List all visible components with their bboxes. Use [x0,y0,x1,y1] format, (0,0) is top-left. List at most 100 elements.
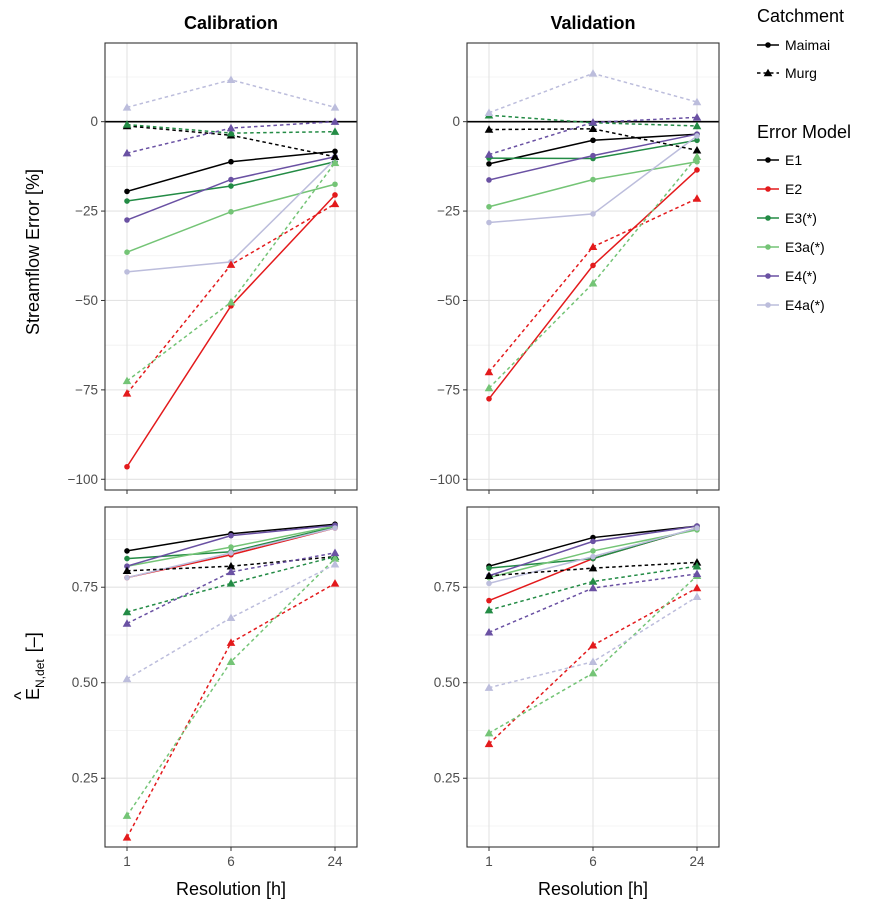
point-e4-murg-24h [330,548,340,557]
point-e1-maimai-6h [590,137,596,144]
panel-validation-e-n-det: 0.25 0.50 0.75 1 6 24 [434,506,720,869]
y-axis-title-e-unit: [–] [23,632,43,652]
point-e4-maimai-6h [590,538,596,545]
panel-calibration-streamflow-error: 0 −25 −50 −75 −100 [68,42,358,494]
point-e2-murg-1h [484,739,494,748]
point-e3-murg-6h [588,577,598,585]
panel-validation-streamflow-error: 0 −25 −50 −75 −100 [430,42,720,494]
point-e3-murg-24h [692,121,702,130]
point-e4a-murg-6h [226,75,236,84]
point-e4a-maimai-1h [124,269,130,275]
point-e3a-murg-6h [588,279,598,287]
point-e4-maimai-1h [124,217,130,223]
point-e3a-murg-1h [122,376,132,385]
point-e4a-maimai-6h [590,211,596,217]
point-e1-maimai-6h [228,158,234,165]
legend: Catchment Error Model Maimai Murg E1 E2 E3(*… [757,6,851,313]
legend-label-e4a: E4a(*) [785,297,825,313]
y-tick-label: 0.25 [434,771,460,786]
point-e4-maimai-6h [590,152,596,159]
point-e4-maimai-1h [486,177,492,183]
point-e4-maimai-6h [228,532,234,539]
point-e1-murg-6h [226,561,236,570]
point-e4a-maimai-1h [124,574,130,581]
y-tick-label: 0.75 [434,580,460,595]
point-e4-murg-1h [484,150,494,158]
point-e4a-murg-1h [484,683,494,691]
y-axis-title-e-hat: ^ [11,691,31,700]
point-e2-murg-1h [122,389,132,397]
point-e2-murg-6h [226,260,236,268]
y-tick-label: −100 [430,472,460,487]
point-e4a-murg-24h [330,560,340,568]
point-e3a-murg-24h [330,554,340,562]
column-title-validation: Validation [550,13,635,33]
y-tick-label: −50 [437,293,460,308]
point-e4a-murg-6h [226,613,236,622]
point-e4-murg-24h [330,117,340,125]
point-e4a-murg-24h [692,97,702,106]
point-e2-murg-1h [484,367,494,376]
y-axis-title-streamflow-error: Streamflow Error [%] [23,169,43,335]
point-e3-murg-1h [122,120,132,128]
point-e3-murg-24h [330,127,340,135]
point-e2-murg-24h [330,199,340,208]
point-e3a-maimai-24h [332,181,338,188]
point-e2-murg-6h [588,640,598,649]
series-line-e3-murg [488,565,698,611]
point-e3a-maimai-1h [124,249,130,255]
legend-key-marker-e2 [765,186,771,192]
y-tick-label: 0 [452,114,460,129]
point-e4a-murg-6h [588,69,598,77]
point-e2-murg-24h [692,583,702,592]
legend-label-e3a: E3a(*) [785,239,825,255]
x-axis-title-validation: Resolution [h] [538,879,648,899]
y-tick-label: 0.75 [72,580,98,595]
x-tick-label: 24 [689,854,705,869]
y-tick-label: 0.50 [434,675,460,690]
point-e1-murg-1h [484,571,494,579]
column-title-calibration: Calibration [184,13,278,33]
point-e4a-murg-1h [122,103,132,111]
point-e3a-maimai-24h [694,158,700,165]
point-e2-maimai-24h [332,192,338,198]
legend-title-catchment: Catchment [757,6,844,26]
series-line-e3a-murg [126,558,336,817]
legend-key-marker-e1 [765,157,771,163]
point-e3a-murg-1h [122,811,132,819]
point-e3a-murg-6h [226,297,236,306]
point-e4a-maimai-1h [486,580,492,587]
point-e3-murg-6h [226,579,236,587]
point-e2-maimai-1h [486,396,492,402]
point-e3-maimai-24h [694,137,700,144]
y-axis-title-e-subscript: N,det [33,659,47,688]
y-tick-label: −25 [75,204,98,219]
point-e3-murg-6h [226,128,236,137]
point-e2-maimai-6h [590,262,596,269]
legend-key-marker-e4 [765,273,771,279]
point-e4-murg-6h [588,118,598,126]
x-tick-label: 24 [327,854,343,869]
point-e3a-maimai-6h [228,544,234,550]
y-axis-title-e-n-det: EN,det [–] ^ [11,632,47,700]
y-tick-label: −25 [437,204,460,219]
point-e1-murg-6h [588,563,598,572]
point-e3a-murg-24h [330,158,340,167]
series-line-e3a-murg [488,156,698,389]
legend-key-marker-e3 [765,215,771,221]
point-e4a-maimai-6h [228,550,234,556]
point-e1-murg-24h [692,558,702,566]
point-e3a-murg-6h [588,668,598,677]
legend-label-e4: E4(*) [785,268,817,284]
series-line-e4a-murg [126,79,336,109]
point-e1-maimai-24h [332,148,338,155]
point-e4a-murg-24h [330,103,340,111]
point-e1-maimai-1h [124,188,130,195]
point-e1-murg-1h [122,566,132,575]
point-e4a-maimai-24h [332,525,338,531]
svg-text:EN,det[–]: EN,det [–] [23,632,47,700]
point-e4-murg-6h [588,583,598,592]
y-tick-label: 0 [90,114,98,129]
legend-key-marker-e3a [765,244,771,250]
x-tick-label: 1 [485,854,493,869]
